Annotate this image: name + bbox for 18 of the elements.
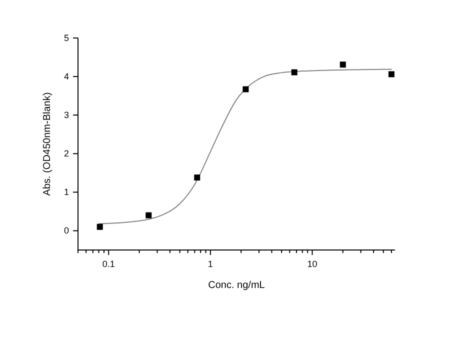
y-tick-label: 5 xyxy=(64,33,69,43)
point xyxy=(146,212,152,218)
x-tick-label: 0.1 xyxy=(102,259,115,269)
y-axis-title: Abs. (OD450nm-Blank) xyxy=(42,92,53,196)
point xyxy=(96,224,103,230)
y-tick-label: 2 xyxy=(64,148,69,159)
x-tick-label: 1 xyxy=(208,259,213,269)
y-tick-label: 1 xyxy=(64,187,69,198)
y-tick-label: 4 xyxy=(64,72,69,82)
y-tick-label: 0 xyxy=(64,226,69,236)
point xyxy=(340,62,346,68)
point xyxy=(291,69,298,76)
point xyxy=(242,86,249,92)
point xyxy=(194,174,200,181)
point xyxy=(388,71,394,78)
x-axis-title: Conc. ng/mL xyxy=(208,280,266,291)
x-tick-label: 10 xyxy=(307,259,318,269)
y-tick-label: 3 xyxy=(64,110,69,120)
